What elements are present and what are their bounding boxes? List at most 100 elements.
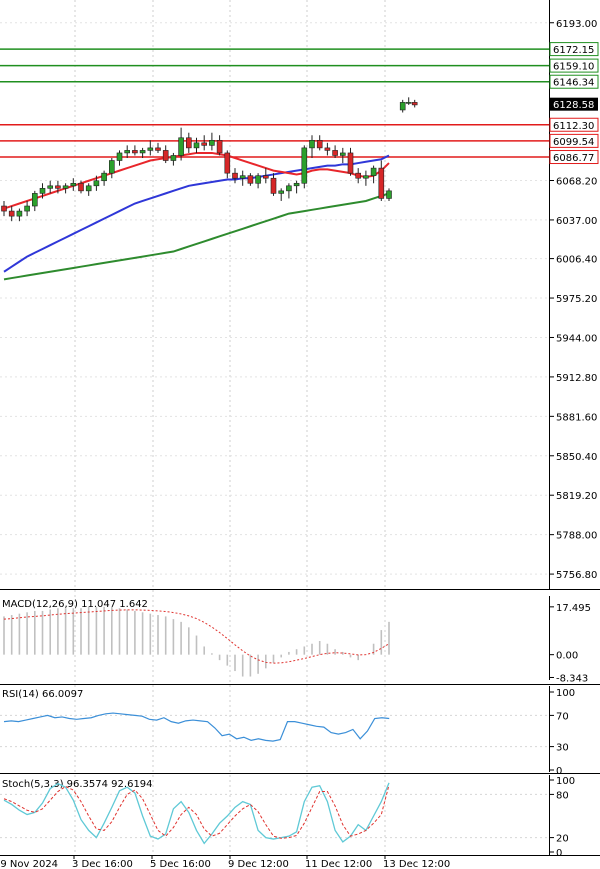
candle-down	[316, 139, 323, 149]
support-level-badge	[549, 117, 599, 132]
price-tick-label: 5756.80	[556, 570, 597, 581]
price-tick-label: 5881.60	[556, 412, 597, 423]
candle-up	[109, 160, 115, 174]
current-price-badge	[550, 97, 598, 111]
candle-up	[309, 139, 315, 149]
stoch-title: Stoch(5,3,3) 96.3574 92.6194	[2, 779, 153, 790]
candle-down	[78, 182, 84, 192]
support-level-label: 6086.77	[553, 153, 594, 164]
time-tick-label: 13 Dec 12:00	[383, 859, 450, 869]
candle-down	[216, 139, 223, 154]
candle-up	[85, 185, 92, 192]
price-tick-label: 6006.40	[556, 255, 597, 266]
candle-down	[332, 150, 338, 156]
candle-up	[147, 147, 154, 151]
support-level-badge	[549, 150, 599, 165]
ma-slow-line	[3, 192, 390, 281]
price-tick-label: 6193.00	[556, 19, 597, 30]
price-tick-label: 6037.00	[556, 216, 597, 227]
stoch-k-line	[3, 782, 390, 845]
candle-up	[239, 175, 246, 179]
candle-down	[224, 152, 231, 174]
candle-down	[8, 210, 15, 217]
candle-up	[386, 190, 392, 199]
resistance-level-badge	[549, 74, 599, 89]
candle-up	[24, 205, 30, 212]
candle-down	[232, 172, 238, 179]
resistance-level-badge	[549, 58, 599, 73]
price-tick-label: 5912.80	[556, 373, 597, 384]
stoch-d-line	[3, 784, 390, 839]
time-tick-label: 11 Dec 12:00	[305, 859, 372, 869]
current-price-label: 6128.58	[553, 100, 594, 111]
macd-tick-label: 17.495	[556, 603, 591, 614]
candle-up	[370, 167, 377, 176]
support-level-badge	[549, 133, 599, 148]
stoch-tick-label: 80	[556, 790, 569, 801]
price-tick-label: 5944.00	[556, 333, 597, 344]
candle-up	[399, 102, 406, 111]
candle-up	[39, 188, 46, 194]
candle-up	[139, 150, 146, 154]
rsi-line	[3, 712, 390, 742]
ma-mid-line	[3, 154, 390, 273]
rsi-tick-label: 100	[556, 688, 575, 699]
time-tick-label: 3 Dec 16:00	[72, 859, 133, 869]
candle-down	[247, 175, 254, 184]
candle-up	[124, 150, 130, 154]
candle-up	[70, 182, 77, 187]
resistance-level-label: 6172.15	[553, 45, 594, 56]
candle-down	[186, 137, 192, 149]
candle-down	[347, 152, 354, 174]
candle-up	[193, 142, 200, 149]
candle-up	[255, 175, 261, 184]
macd-title: MACD(12,26,9) 11.047 1.642	[2, 599, 148, 610]
price-tick-label: 6068.20	[556, 176, 597, 187]
time-tick-label: 5 Dec 16:00	[150, 859, 211, 869]
candle-up	[31, 193, 38, 207]
candle-down	[324, 147, 331, 151]
candle-up	[178, 137, 184, 156]
candle-down	[162, 150, 169, 161]
candle-down	[55, 185, 61, 189]
candlesticks	[1, 97, 418, 222]
macd-tick-label: 0.00	[556, 651, 578, 662]
candle-up	[170, 155, 177, 161]
support-level-label: 6099.54	[553, 137, 594, 148]
price-axis: 6193.00 6068.20 6037.00 6006.40 5975.20 5944.…	[549, 19, 597, 581]
candle-up	[116, 152, 123, 161]
time-axis: 29 Nov 2024 3 Dec 16:00 5 Dec 16:00 9 Dec 1…	[0, 855, 450, 869]
candle-up	[301, 147, 308, 184]
candle-up	[278, 190, 285, 194]
time-tick-label: 29 Nov 2024	[0, 859, 58, 869]
candle-up	[93, 180, 100, 187]
rsi-tick-label: 30	[556, 743, 569, 754]
candle-down	[201, 142, 207, 146]
rsi-tick-label: 70	[556, 711, 569, 722]
macd-panel: 17.495 0.00 -8.343	[3, 603, 591, 684]
candle-up	[16, 210, 23, 217]
rsi-panel: 100 70 30 0	[0, 688, 575, 777]
time-tick-label: 9 Dec 12:00	[228, 859, 289, 869]
resistance-level-label: 6159.10	[553, 62, 594, 73]
candle-up	[62, 185, 69, 189]
level-badges: 6172.15 6159.10 6146.34 6112.30 6099.54 6086.…	[549, 42, 599, 165]
rsi-tick-label: 0	[556, 766, 562, 777]
candle-down	[355, 172, 362, 179]
stoch-tick-label: 0	[556, 848, 562, 859]
candle-down	[270, 177, 277, 194]
resistance-level-badge	[549, 42, 599, 57]
candle-up	[209, 139, 215, 146]
stoch-tick-label: 20	[556, 834, 569, 845]
candle-down	[378, 167, 385, 199]
price-levels	[0, 48, 549, 158]
candle-down	[1, 205, 7, 212]
price-tick-label: 5975.20	[556, 294, 597, 305]
support-level-label: 6112.30	[553, 121, 594, 132]
resistance-level-label: 6146.34	[553, 78, 594, 89]
candle-up	[293, 182, 300, 187]
price-tick-label: 5819.20	[556, 491, 597, 502]
stoch-panel: 100 80 20 0	[0, 776, 575, 859]
candle-down	[262, 175, 269, 179]
